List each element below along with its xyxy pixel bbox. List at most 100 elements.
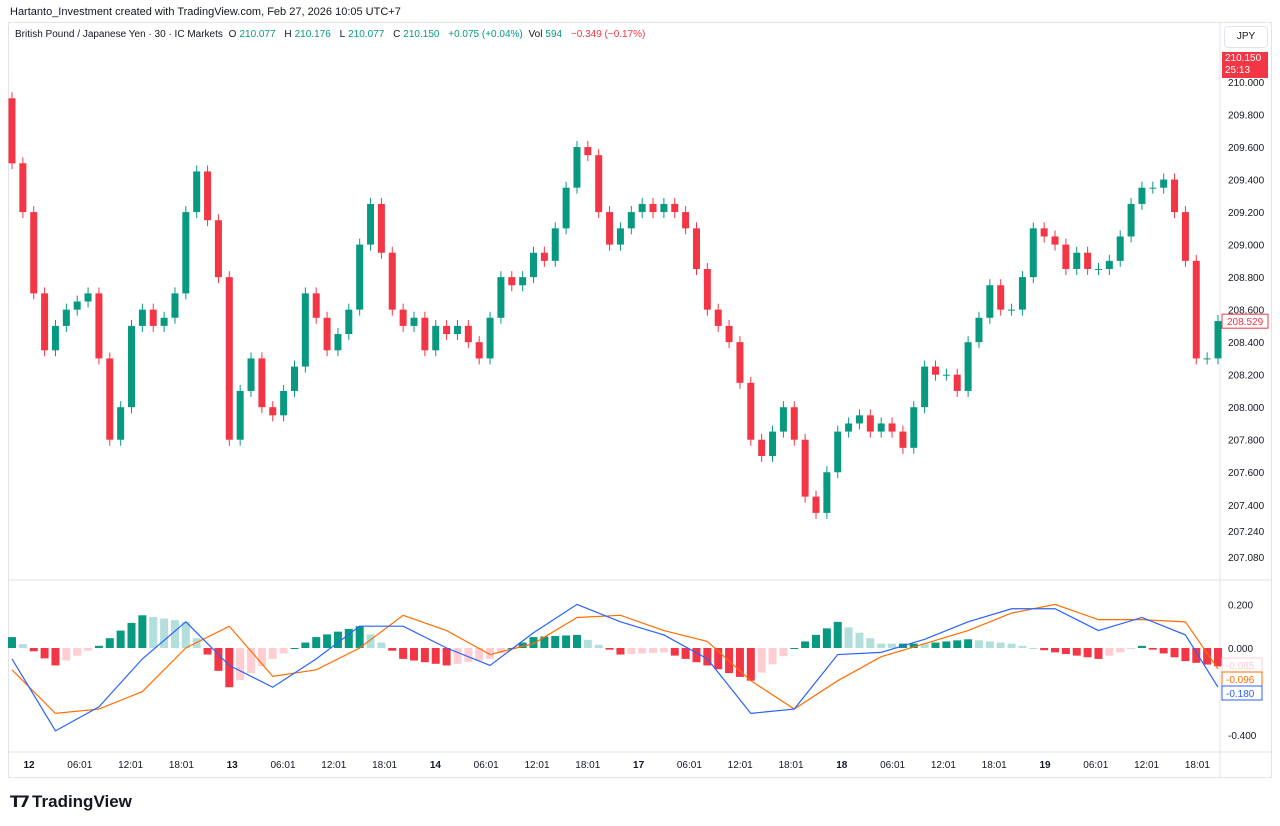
macd-histogram-bar bbox=[714, 648, 723, 670]
macd-histogram-bar bbox=[1007, 643, 1016, 648]
logo-text: TradingView bbox=[32, 792, 132, 811]
candle-body bbox=[486, 317, 494, 359]
macd-histogram-bar bbox=[1029, 648, 1038, 649]
price-axis-label: 209.000 bbox=[1228, 241, 1265, 252]
candle-body bbox=[367, 203, 375, 245]
candle-body bbox=[660, 203, 668, 213]
candle-body bbox=[899, 431, 907, 448]
last-price-tag: 210.150 25:13 bbox=[1222, 52, 1268, 78]
macd-histogram-bar bbox=[40, 648, 49, 659]
currency-button[interactable]: JPY bbox=[1224, 26, 1268, 48]
symbol-legend: British Pound / Japanese Yen · 30 · IC M… bbox=[15, 29, 648, 40]
candle-body bbox=[8, 98, 16, 164]
candle-body bbox=[117, 407, 125, 440]
candle-body bbox=[1181, 212, 1189, 261]
macd-histogram-bar bbox=[703, 648, 712, 666]
candle-body bbox=[725, 325, 733, 343]
candle-body bbox=[323, 317, 331, 351]
low-value: 210.077 bbox=[348, 29, 385, 40]
macd-histogram-bar bbox=[247, 648, 256, 674]
time-axis-label: 06:01 bbox=[474, 760, 499, 771]
macd-histogram-bar bbox=[670, 648, 679, 656]
candle-body bbox=[1192, 260, 1200, 359]
time-axis-label: 18:01 bbox=[982, 760, 1007, 771]
candle-body bbox=[1203, 358, 1211, 360]
macd-histogram-bar bbox=[1116, 648, 1125, 653]
macd-histogram-bar bbox=[464, 648, 473, 663]
macd-histogram-bar bbox=[344, 628, 353, 648]
candle-body bbox=[1127, 203, 1135, 237]
macd-histogram-bar bbox=[312, 637, 321, 648]
candle-body bbox=[95, 293, 103, 359]
candle-body bbox=[877, 423, 885, 432]
time-axis-label: 17 bbox=[633, 760, 645, 771]
candle-body bbox=[106, 358, 114, 440]
macd-histogram-bar bbox=[1181, 648, 1190, 662]
time-axis-label: 12:01 bbox=[931, 760, 956, 771]
macd-macd-value: -0.180 bbox=[1226, 689, 1255, 700]
close-value: 210.150 bbox=[403, 29, 440, 40]
candle-body bbox=[377, 203, 385, 253]
time-axis-label: 06:01 bbox=[880, 760, 905, 771]
candle-body bbox=[453, 325, 461, 335]
change-value: +0.075 (+0.04%) bbox=[448, 29, 523, 40]
macd-histogram-bar bbox=[627, 648, 636, 654]
last-price: 210.150 bbox=[1225, 53, 1262, 64]
price-axis-label: 207.080 bbox=[1228, 553, 1265, 564]
candle-body bbox=[823, 472, 831, 513]
macd-histogram-bar bbox=[551, 636, 560, 648]
candle-body bbox=[845, 423, 853, 432]
macd-histogram-bar bbox=[844, 627, 853, 648]
macd-signal-value: -0.096 bbox=[1226, 675, 1255, 686]
macd-histogram-bar bbox=[616, 648, 625, 655]
macd-histogram-bar bbox=[475, 648, 484, 661]
candle-body bbox=[1116, 236, 1124, 261]
time-axis-label: 18:01 bbox=[575, 760, 600, 771]
macd-histogram-bar bbox=[203, 648, 212, 655]
macd-histogram-bar bbox=[855, 632, 864, 648]
macd-histogram-bar bbox=[518, 642, 527, 648]
candle-body bbox=[519, 277, 527, 286]
candle-body bbox=[573, 147, 581, 188]
macd-histogram-bar bbox=[692, 648, 701, 663]
close-label: C bbox=[393, 29, 401, 40]
macd-histogram-bar bbox=[323, 634, 332, 648]
candle-body bbox=[410, 317, 418, 326]
macd-histogram-bar bbox=[649, 648, 658, 653]
time-axis-label: 12 bbox=[23, 760, 35, 771]
macd-histogram-bar bbox=[279, 648, 288, 654]
price-axis-label: 208.200 bbox=[1228, 371, 1265, 382]
candle-body bbox=[508, 277, 516, 286]
price-axis-label: 207.400 bbox=[1228, 501, 1265, 512]
candle-body bbox=[160, 317, 168, 326]
candle-body bbox=[334, 334, 342, 351]
macd-histogram-bar bbox=[1094, 648, 1103, 659]
macd-histogram-bar bbox=[355, 626, 364, 648]
macd-histogram-bar bbox=[268, 648, 277, 659]
candle-body bbox=[834, 431, 842, 473]
time-axis-label: 06:01 bbox=[677, 760, 702, 771]
volume-change: −0.349 (−0.17%) bbox=[570, 29, 646, 40]
candle-body bbox=[682, 212, 690, 229]
macd-histogram-bar bbox=[116, 630, 125, 648]
time-axis-label: 18 bbox=[836, 760, 848, 771]
macd-histogram-bar bbox=[62, 648, 71, 661]
candle-body bbox=[41, 293, 49, 351]
macd-histogram-bar bbox=[1072, 648, 1081, 656]
candle-body bbox=[638, 203, 646, 213]
macd-histogram-bar bbox=[1105, 648, 1114, 656]
candle-body bbox=[171, 293, 179, 318]
candle-body bbox=[769, 431, 777, 456]
time-axis-label: 18:01 bbox=[778, 760, 803, 771]
candle-body bbox=[866, 415, 874, 432]
macd-histogram-bar bbox=[399, 648, 408, 659]
candle-body bbox=[464, 325, 472, 343]
candle-body bbox=[214, 220, 222, 278]
candle-body bbox=[855, 415, 863, 424]
candle-body bbox=[975, 317, 983, 343]
candle-body bbox=[540, 252, 548, 261]
macd-histogram-bar bbox=[1061, 648, 1070, 654]
time-axis-label: 13 bbox=[227, 760, 239, 771]
symbol-title[interactable]: British Pound / Japanese Yen · 30 · IC M… bbox=[15, 29, 223, 40]
